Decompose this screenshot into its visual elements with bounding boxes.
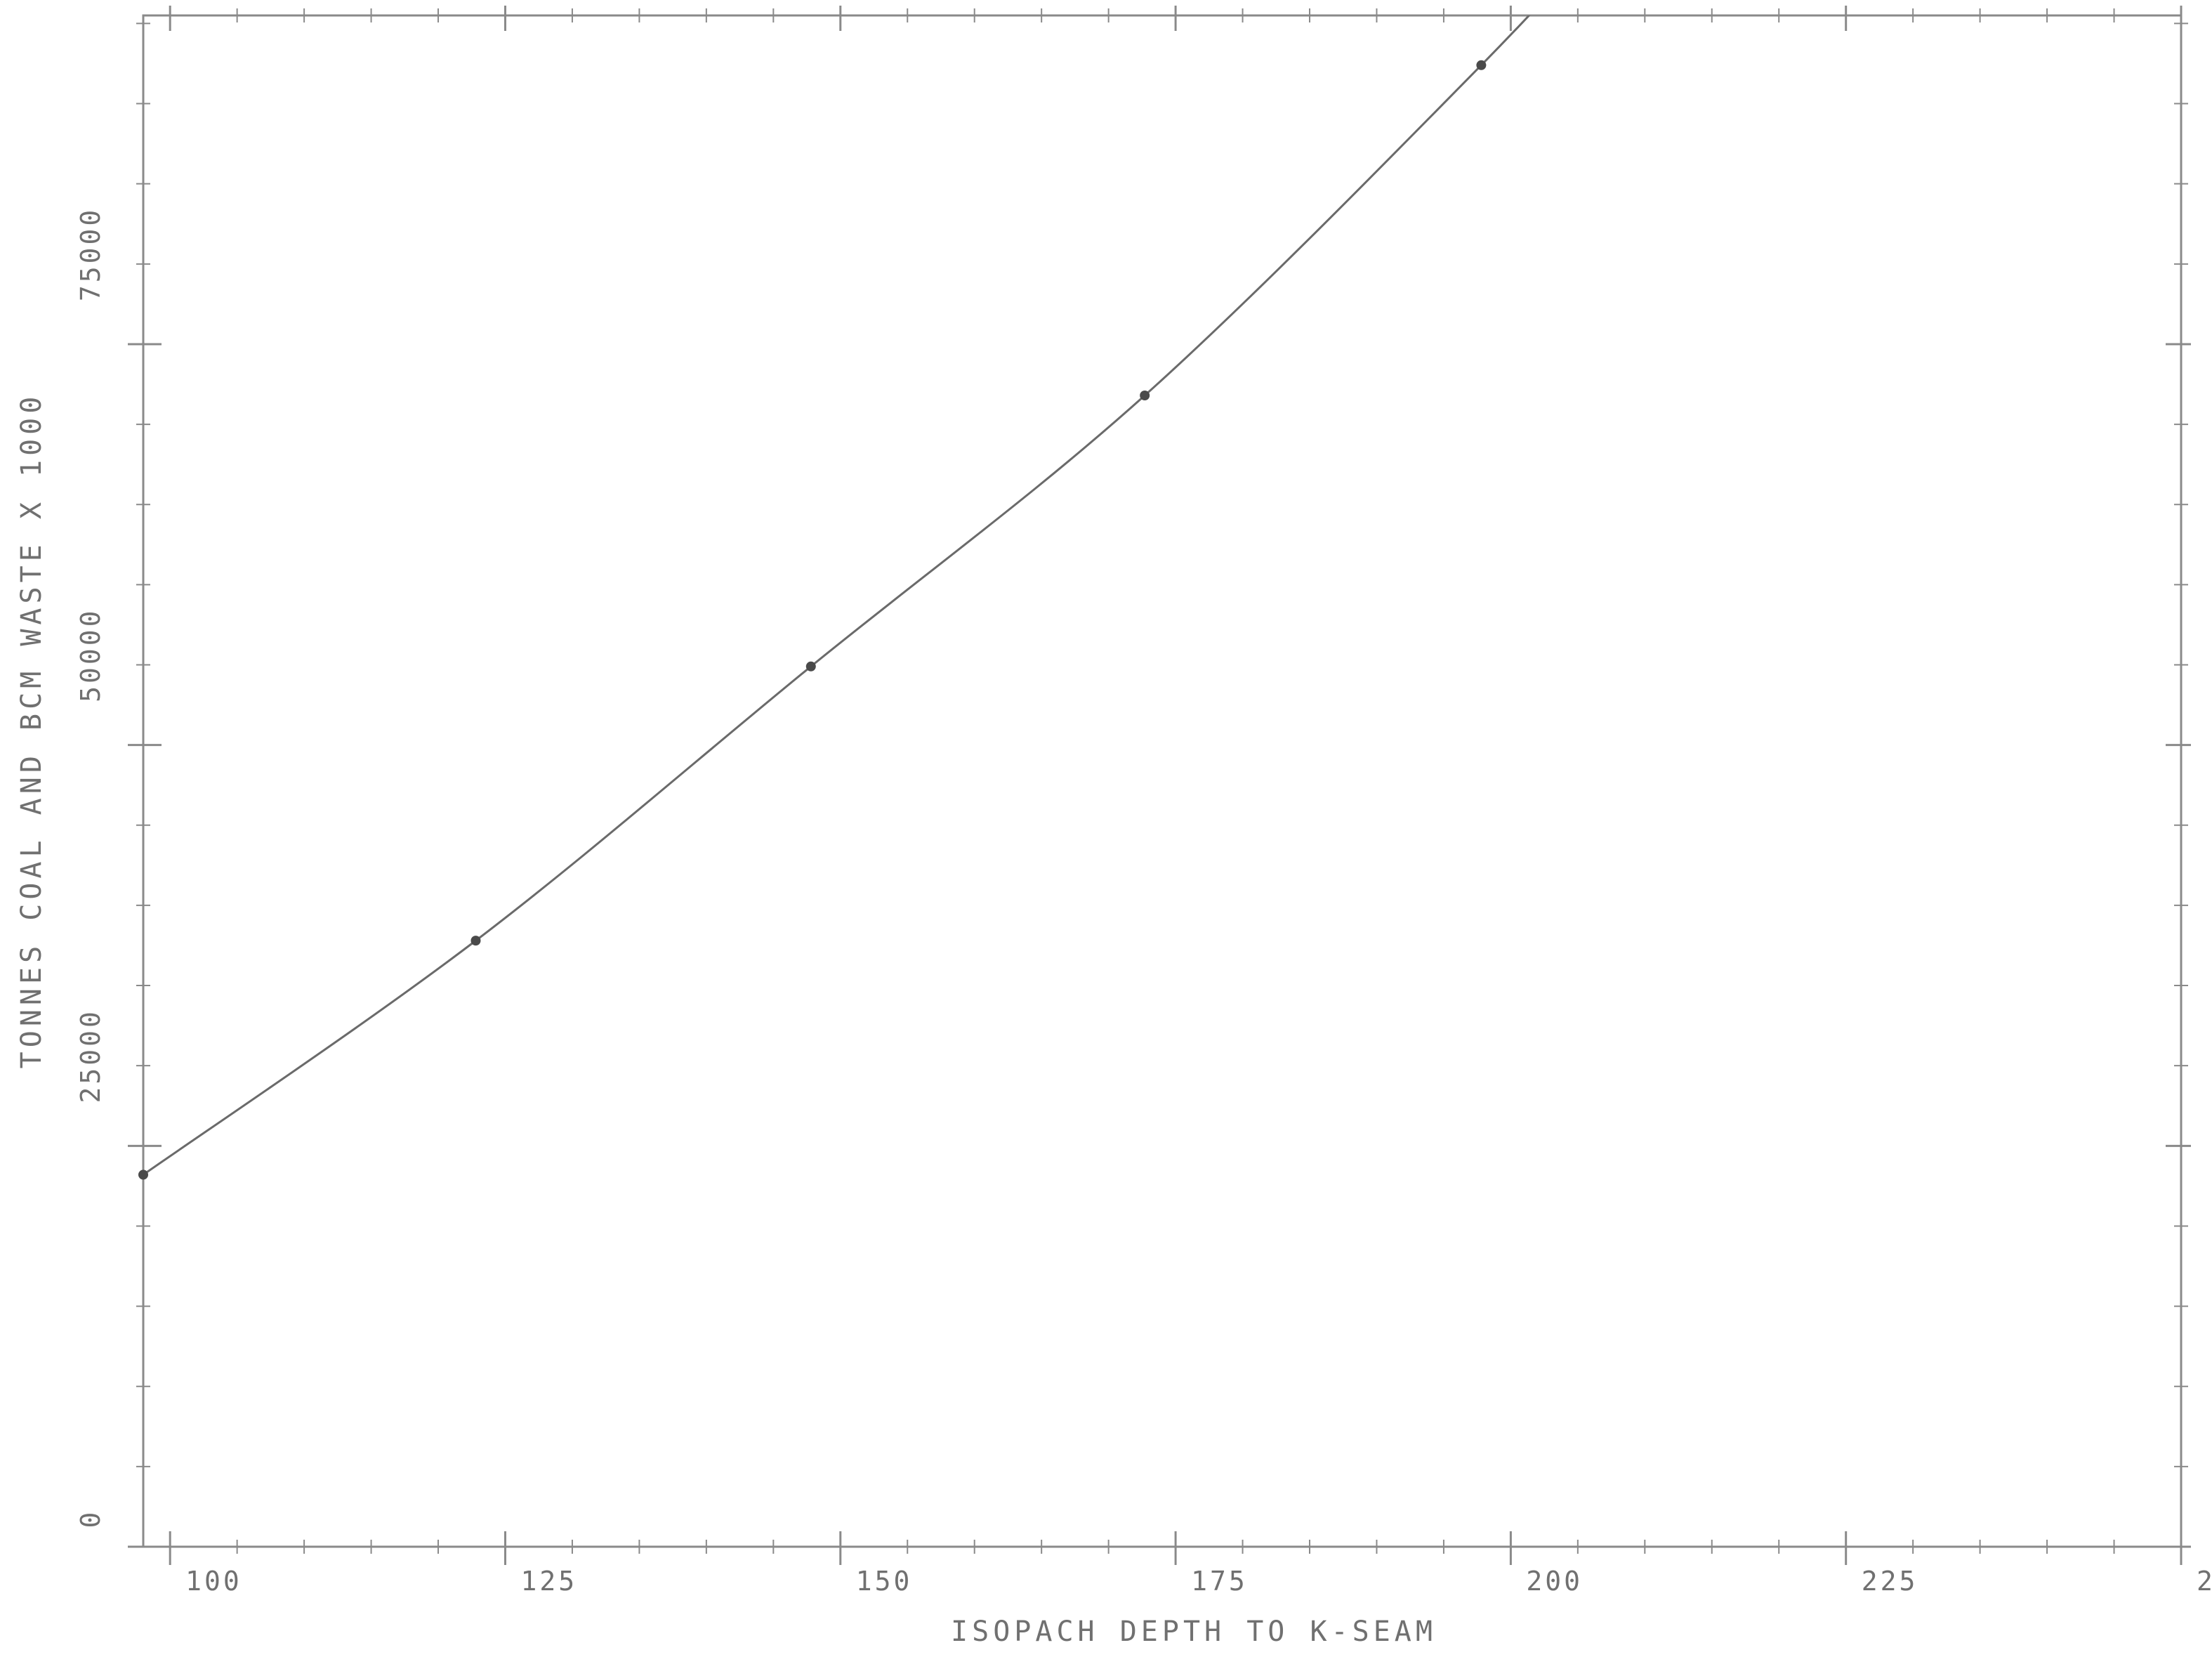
y-tick-labels: 0 25000 50000 75000 xyxy=(75,207,106,1528)
data-point xyxy=(138,1170,148,1180)
major-ticks xyxy=(128,6,2191,1565)
x-axis-title: ISOPACH DEPTH TO K-SEAM xyxy=(951,1616,1437,1648)
data-point xyxy=(805,661,816,672)
series-layer xyxy=(138,15,1531,1180)
data-point xyxy=(470,936,481,946)
x-tick-label: 175 xyxy=(1191,1566,1248,1597)
y-tick-label: 50000 xyxy=(75,608,106,702)
y-tick-label: 25000 xyxy=(75,1009,106,1103)
x-tick-label: 125 xyxy=(520,1566,577,1597)
data-point xyxy=(1140,391,1150,401)
y-axis-title: TONNES COAL AND BCM WASTE X 1000 xyxy=(15,393,48,1069)
x-tick-labels: 100 125 150 175 200 225 250 xyxy=(185,1566,2212,1597)
x-tick-label: 225 xyxy=(1862,1566,1918,1597)
x-tick-label: 150 xyxy=(856,1566,913,1597)
y-tick-label: 0 xyxy=(75,1509,106,1528)
data-point xyxy=(1476,60,1487,70)
x-tick-label: 250 xyxy=(2197,1566,2212,1597)
x-tick-label: 100 xyxy=(185,1566,242,1597)
y-tick-label: 75000 xyxy=(75,207,106,301)
series-line xyxy=(143,15,1531,1176)
x-tick-label: 200 xyxy=(1526,1566,1583,1597)
minor-ticks xyxy=(136,8,2188,1554)
chart-frame xyxy=(142,14,2183,1548)
